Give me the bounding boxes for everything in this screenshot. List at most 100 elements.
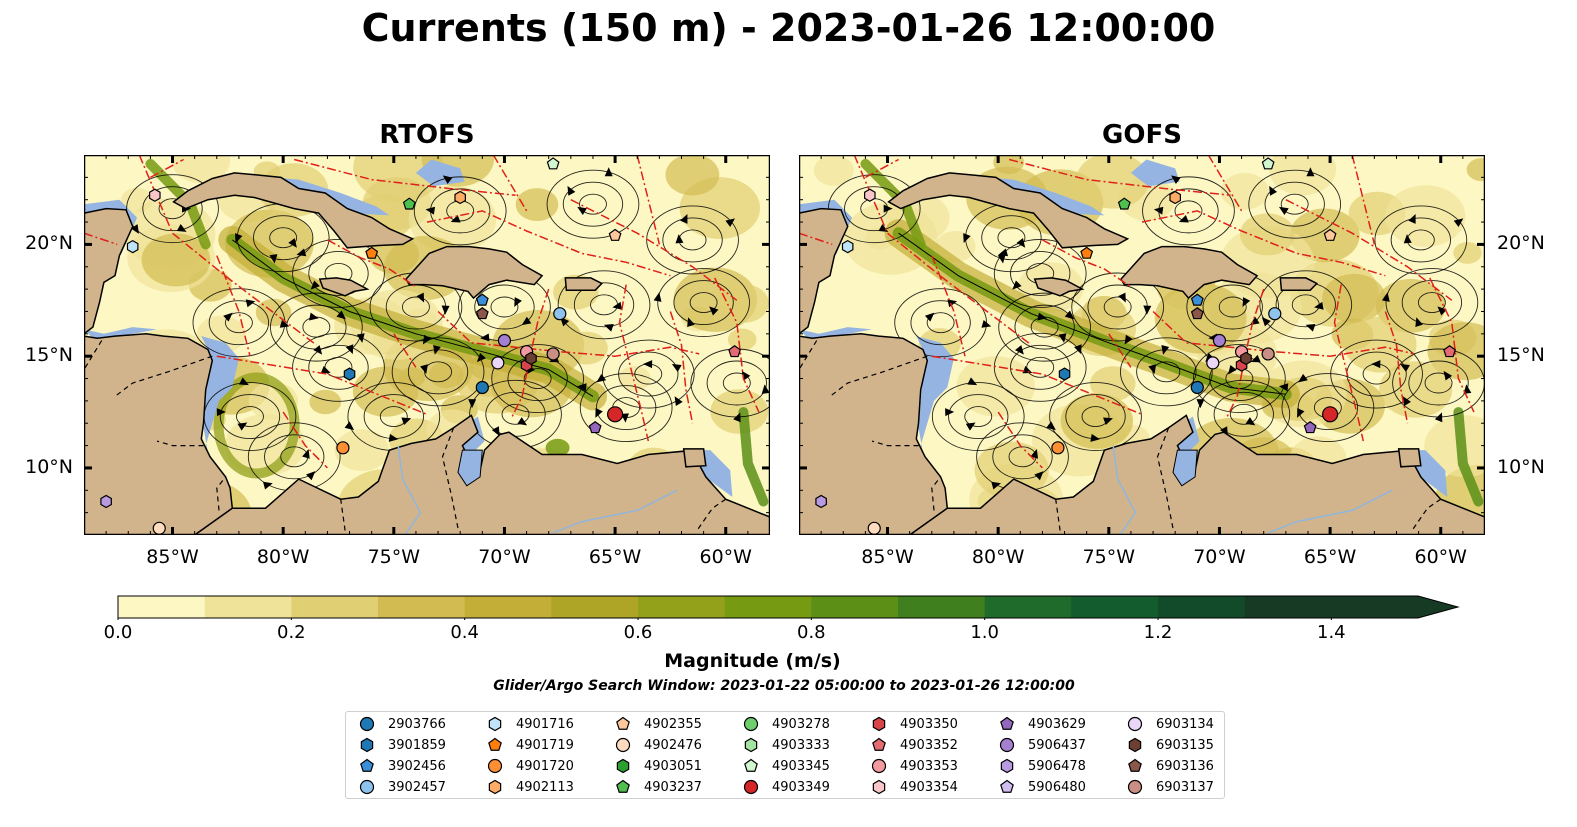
streamline-arrow: [1408, 214, 1416, 224]
streamline: [673, 280, 734, 325]
magnitude-patch: [956, 356, 1035, 417]
streamline-arrow: [1402, 396, 1411, 406]
streamline: [490, 296, 519, 318]
colorbar: [117, 595, 1460, 620]
colorbar-tick-label: 0.4: [450, 622, 479, 643]
streamline-arrow: [1148, 364, 1157, 375]
eez-line: [669, 311, 694, 424]
legend-item: 4903354: [870, 777, 958, 797]
circle-marker-icon: [1127, 779, 1143, 795]
streamline: [964, 406, 993, 427]
streamline-arrow: [416, 292, 425, 303]
eez-line: [1429, 277, 1475, 413]
hexagon-marker-icon: [872, 779, 886, 795]
legend-label: 4901719: [516, 737, 574, 753]
streamline: [308, 344, 369, 390]
panel-title-gofs: GOFS: [1102, 120, 1182, 150]
streamline-arrow: [422, 334, 432, 345]
streamline-arrow: [1381, 292, 1390, 302]
legend-marker: [743, 779, 759, 795]
map-ticks: [799, 155, 1485, 535]
colorbar-segment: [378, 596, 466, 618]
streamline-arrow: [302, 449, 310, 459]
streamline: [292, 239, 385, 308]
circle-marker-icon: [743, 779, 759, 795]
streamline-arrow: [595, 407, 603, 418]
colorbar-tick-label: 0.8: [797, 622, 826, 643]
hexagon-marker-icon: [488, 779, 502, 795]
streamline-arrow: [1269, 185, 1278, 196]
land-mass: [84, 207, 134, 335]
float-marker: [1268, 307, 1282, 321]
streamline-arrow: [1196, 399, 1205, 409]
streamline-arrow: [269, 254, 278, 264]
land-mass: [799, 207, 849, 335]
streamline-arrow: [1463, 384, 1472, 394]
eez-line: [216, 255, 251, 357]
circle-marker-icon: [359, 716, 375, 732]
legend-item: 3902456: [358, 756, 446, 776]
streamline-arrow: [239, 377, 249, 386]
float-marker: [546, 157, 560, 170]
colorbar-segment: [724, 596, 812, 618]
streamline: [998, 292, 1091, 362]
eez-line: [865, 158, 899, 179]
streamline: [993, 239, 1087, 308]
colorbar-tick-label: 0.2: [277, 622, 306, 643]
streamline: [931, 382, 1025, 451]
streamline: [992, 434, 1053, 480]
country-border: [931, 476, 942, 511]
legend-label: 3902457: [388, 779, 446, 795]
streamline: [1010, 344, 1071, 390]
axis-tick-label: 70°W: [478, 546, 531, 568]
eez-line: [853, 155, 1032, 346]
legend-item: 6903136: [1126, 756, 1214, 776]
streamline-arrow: [1305, 324, 1316, 332]
streamline: [1424, 372, 1453, 394]
legend-item: 4903352: [870, 735, 958, 755]
legend-marker: [487, 758, 503, 774]
streamline-arrow: [450, 215, 461, 223]
streamline-arrow: [1306, 167, 1315, 177]
panel-title-rtofs: RTOFS: [379, 120, 475, 150]
eez-line: [426, 210, 671, 277]
streamline-arrow: [130, 224, 139, 234]
eez-line: [282, 411, 328, 469]
streamline: [948, 394, 1009, 439]
legend-marker: [744, 737, 758, 753]
streamline: [1142, 176, 1235, 246]
streamline-arrow: [320, 365, 331, 374]
float-marker: [1303, 420, 1317, 434]
legend-marker: [743, 716, 759, 732]
legend-item: 4903237: [614, 777, 702, 797]
colorbar-segment: [118, 596, 206, 618]
legend-marker: [872, 737, 886, 751]
streamline-arrow: [1153, 206, 1164, 215]
float-marker: [1190, 380, 1204, 395]
eez-line: [570, 199, 738, 301]
legend-marker: [1127, 716, 1143, 732]
colorbar-outline: [117, 595, 1460, 619]
magnitude-patch: [1269, 155, 1337, 196]
guiana-current: [738, 407, 769, 507]
country-border: [871, 440, 919, 447]
hexagon-marker-icon: [360, 737, 374, 753]
magnitude-patch: [1090, 366, 1136, 402]
streamline-arrow: [480, 333, 490, 342]
legend-marker: [1128, 758, 1142, 772]
colorbar-tick-label: 0.6: [623, 622, 653, 643]
river: [552, 489, 678, 534]
streamline-arrow: [998, 248, 1009, 257]
legend-label: 4903629: [1028, 716, 1086, 732]
float-marker: [588, 420, 602, 434]
land-mass: [84, 333, 234, 535]
magnitude-patch: [515, 188, 559, 221]
streamline-arrow: [883, 204, 893, 213]
float-marker: [1206, 356, 1220, 370]
eez-line: [138, 155, 317, 346]
hexagon-marker-icon: [488, 716, 502, 732]
legend-marker: [360, 737, 374, 753]
legend-item: 4903051: [614, 756, 702, 776]
colorbar-segment: [551, 596, 639, 618]
streamline: [292, 332, 385, 402]
